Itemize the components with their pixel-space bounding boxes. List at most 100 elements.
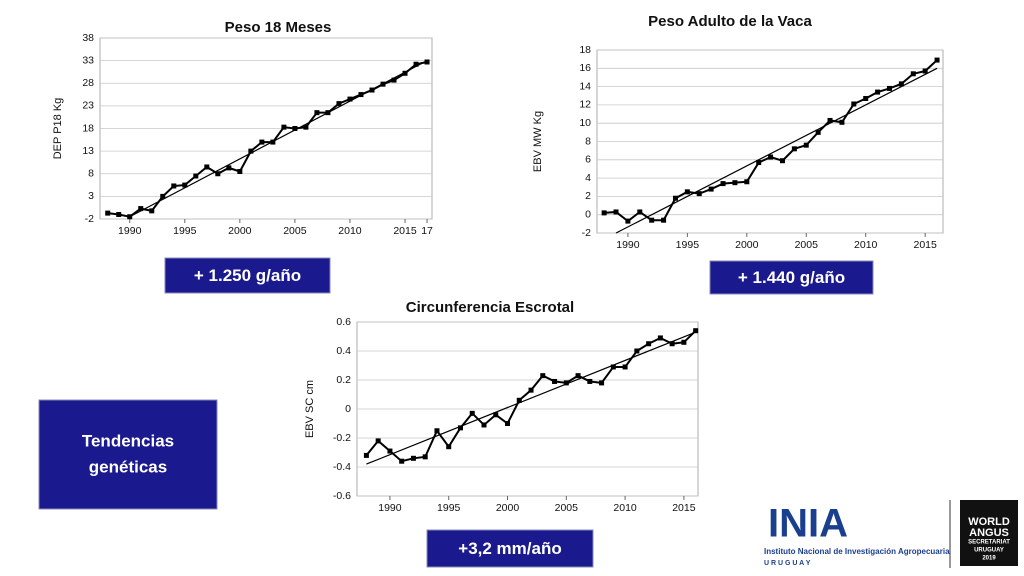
marker — [281, 124, 287, 130]
marker — [827, 117, 833, 123]
x-tick-label: 2015 — [672, 502, 696, 514]
y-tick-label: 6 — [585, 154, 591, 166]
marker — [886, 85, 892, 91]
logo-acronym: INIA — [768, 502, 848, 546]
marker — [314, 110, 320, 116]
marker — [358, 92, 364, 98]
marker — [540, 373, 546, 379]
y-tick-label: 33 — [82, 54, 94, 66]
marker — [369, 87, 375, 93]
y-axis-label: EBV MW Kg — [532, 111, 544, 172]
marker — [646, 341, 652, 347]
marker — [657, 335, 663, 341]
marker — [402, 70, 408, 76]
marker — [661, 217, 667, 223]
y-tick-label: 3 — [88, 190, 94, 202]
annotation: + 1.250 g/año — [194, 266, 301, 285]
marker — [587, 378, 593, 384]
x-tick-label: 17 — [421, 225, 433, 237]
marker — [375, 438, 381, 444]
badge-line: URUGUAY — [974, 548, 1004, 554]
y-tick-label: 14 — [579, 80, 591, 92]
y-tick-label: 2 — [585, 190, 591, 202]
marker — [756, 160, 762, 166]
marker — [193, 173, 199, 179]
marker — [171, 183, 177, 189]
annotation-box — [426, 529, 594, 568]
marker — [469, 410, 475, 416]
marker — [336, 101, 342, 107]
y-tick-label: 0.4 — [336, 345, 351, 357]
marker — [347, 96, 353, 102]
x-tick-label: 1995 — [676, 239, 700, 251]
marker — [434, 428, 440, 434]
marker — [681, 339, 687, 345]
marker — [270, 139, 276, 145]
marker — [898, 81, 904, 87]
marker — [182, 182, 188, 188]
y-tick-label: 18 — [579, 44, 591, 56]
x-tick-label: 2010 — [338, 225, 362, 237]
x-tick-label: 2005 — [555, 502, 579, 514]
marker — [791, 146, 797, 152]
y-tick-label: 12 — [579, 99, 591, 111]
marker — [875, 89, 881, 95]
y-tick-label: 18 — [82, 122, 94, 134]
marker — [839, 119, 845, 125]
x-tick-label: 2005 — [283, 225, 307, 237]
annotation: +3,2 mm/año — [458, 539, 561, 558]
marker — [303, 124, 309, 130]
y-tick-label: 0 — [345, 403, 351, 415]
chart-title: Peso 18 Meses — [225, 19, 332, 36]
x-tick-label: 1990 — [378, 502, 402, 514]
chart-title: Peso Adulto de la Vaca — [648, 13, 812, 30]
marker — [422, 454, 428, 460]
y-tick-label: -2 — [582, 227, 591, 239]
marker — [575, 373, 581, 379]
marker — [768, 154, 774, 160]
marker — [363, 452, 369, 458]
y-tick-label: 0.6 — [336, 316, 351, 328]
badge — [960, 500, 1018, 566]
badge-line: ANGUS — [969, 527, 1009, 539]
marker — [815, 129, 821, 135]
marker — [149, 208, 155, 214]
marker — [424, 59, 430, 65]
y-axis-label: DEP P18 Kg — [52, 98, 64, 160]
marker — [380, 81, 386, 87]
marker — [649, 217, 655, 223]
marker — [910, 71, 916, 77]
marker — [160, 193, 166, 199]
x-tick-label: 2000 — [228, 225, 252, 237]
marker — [410, 455, 416, 461]
marker — [696, 191, 702, 197]
marker — [528, 387, 534, 393]
marker — [292, 126, 298, 131]
marker — [669, 341, 675, 347]
trend-line — [615, 67, 938, 234]
y-tick-label: 28 — [82, 77, 94, 89]
badge-line: SECRETARIAT — [968, 540, 1010, 546]
marker — [637, 209, 643, 215]
x-tick-label: 2015 — [393, 225, 417, 237]
marker — [516, 397, 522, 403]
side-box-text: Tendencias — [82, 431, 174, 450]
marker — [732, 180, 738, 186]
marker — [563, 380, 569, 386]
annotation-box — [164, 257, 331, 294]
x-tick-label: 2010 — [854, 239, 878, 251]
marker — [720, 181, 726, 187]
x-tick-label: 2015 — [913, 239, 937, 251]
marker — [625, 218, 631, 224]
marker — [391, 77, 397, 83]
y-tick-label: 8 — [88, 168, 94, 180]
marker — [505, 421, 511, 426]
marker — [684, 189, 690, 195]
marker — [634, 348, 640, 354]
y-tick-label: -0.4 — [333, 461, 351, 473]
marker — [803, 142, 809, 148]
marker — [779, 158, 785, 164]
marker — [127, 214, 133, 220]
y-tick-label: -2 — [85, 213, 94, 225]
